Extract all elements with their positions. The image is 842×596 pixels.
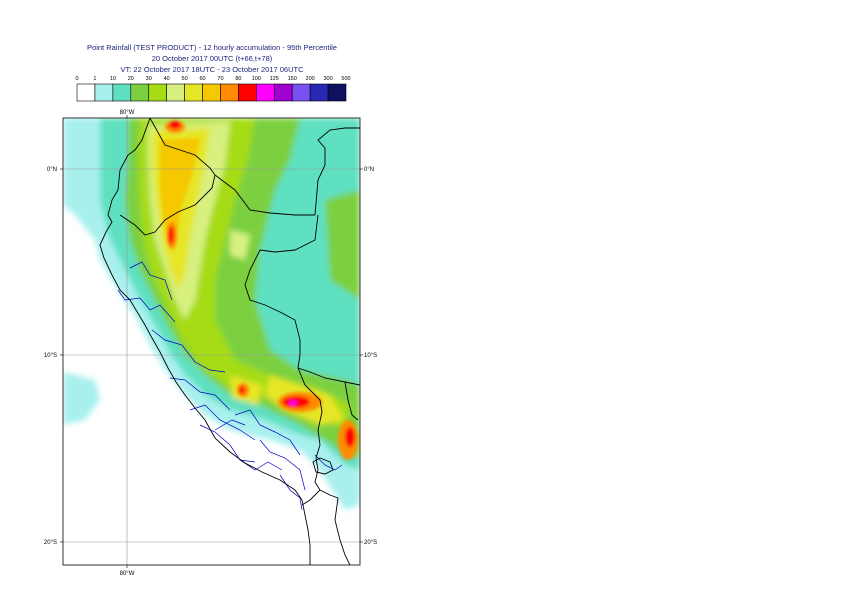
title-line-1: Point Rainfall (TEST PRODUCT) - 12 hourl… — [87, 43, 337, 52]
lat-label-left-20s: 20°S — [44, 540, 57, 546]
country-borders — [99, 118, 360, 565]
legend-threshold-label: 150 — [288, 76, 297, 82]
lat-label-right-0: 0°N — [364, 167, 374, 173]
graticule — [63, 118, 360, 565]
legend-threshold-label: 50 — [182, 76, 188, 82]
map-frame-content — [63, 118, 360, 565]
legend-threshold-label: 0 — [75, 76, 78, 82]
title-line-3: VT: 22 October 2017 18UTC - 23 October 2… — [120, 65, 304, 74]
lat-label-left-0: 0°N — [47, 167, 57, 173]
coastline — [99, 118, 311, 565]
legend-threshold-label: 1 — [93, 76, 96, 82]
legend-swatch — [327, 83, 347, 102]
legend-threshold-label: 300 — [323, 76, 332, 82]
lake-titicaca — [312, 457, 334, 475]
legend-threshold-label: 10 — [110, 76, 116, 82]
legend-threshold-label: 100 — [252, 76, 261, 82]
map-frame — [62, 117, 361, 566]
lat-label-right-20s: 20°S — [364, 540, 377, 546]
rainfall-peaks — [160, 121, 358, 460]
legend-threshold-label: 60 — [199, 76, 205, 82]
rainfall-shading — [63, 118, 360, 510]
lat-label-left-10s: 10°S — [44, 353, 57, 359]
title-line-2: 20 October 2017 00UTC (t+66,t+78) — [151, 54, 273, 63]
legend-threshold-label: 30 — [146, 76, 152, 82]
legend-threshold-label: 125 — [270, 76, 279, 82]
legend-threshold-label: 20 — [128, 76, 134, 82]
legend-threshold-label: 200 — [306, 76, 315, 82]
axis-ticks — [60, 115, 363, 568]
legend-threshold-label: 80 — [235, 76, 241, 82]
lat-label-right-10s: 10°S — [364, 353, 377, 359]
legend-threshold-label: 70 — [217, 76, 223, 82]
color-scale-legend: 0 1 10 20 30 40 50 60 70 80 100 125 150 200 300 500 — [75, 76, 351, 102]
lon-label-bottom: 80°W — [120, 571, 135, 577]
legend-threshold-label: 40 — [164, 76, 170, 82]
legend-threshold-label: 500 — [341, 76, 350, 82]
lon-label-top: 80°W — [120, 110, 135, 116]
